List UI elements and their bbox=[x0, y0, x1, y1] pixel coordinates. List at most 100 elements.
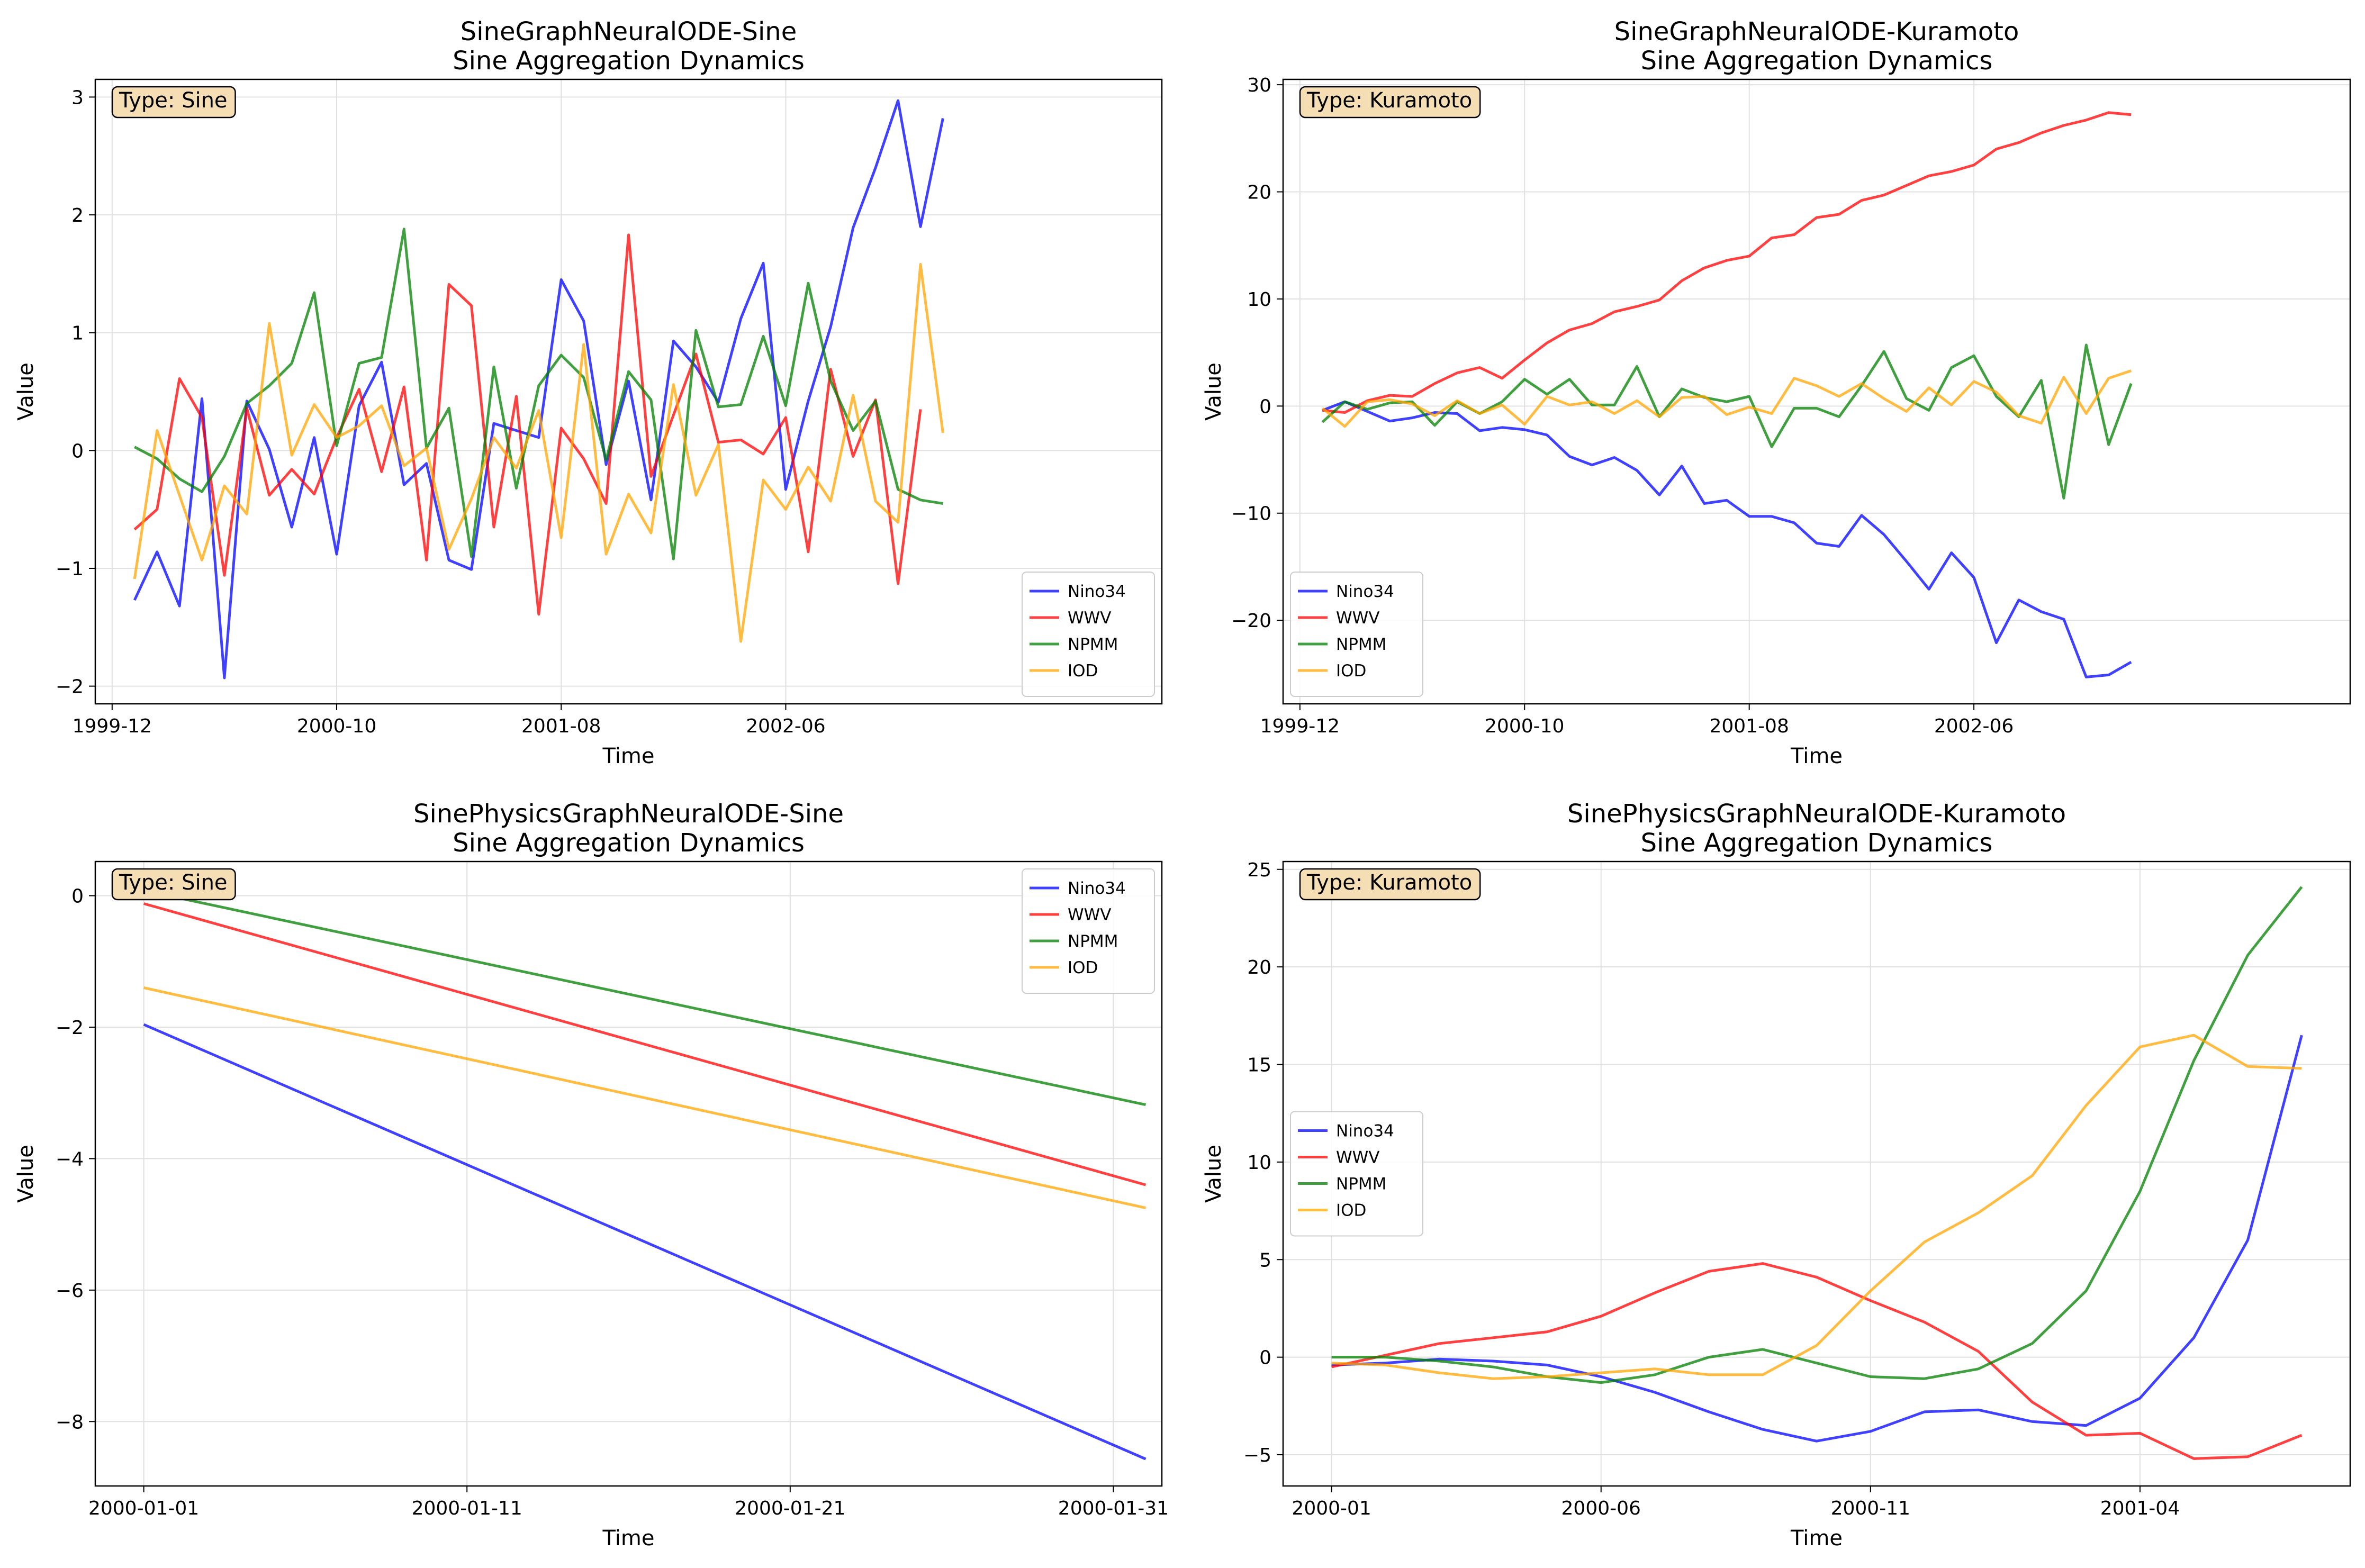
type-badge: Type: Kuramoto bbox=[1299, 868, 1481, 901]
x-axis-label: Time bbox=[602, 744, 655, 768]
y-tick-label: 30 bbox=[1247, 75, 1271, 96]
series-line-wwv bbox=[1322, 111, 2132, 414]
chart-subtitle: Sine Aggregation Dynamics bbox=[453, 46, 805, 76]
chart-title: SineGraphNeuralODE-Kuramoto bbox=[1614, 17, 2019, 47]
legend-box bbox=[1022, 572, 1155, 697]
x-tick-label: 2000-01-31 bbox=[1058, 1498, 1169, 1519]
series-line-npmm bbox=[143, 889, 1147, 1107]
type-badge-box bbox=[111, 868, 236, 901]
x-tick-label: 2000-01-21 bbox=[735, 1498, 845, 1519]
axes-frame bbox=[1282, 860, 2351, 1487]
y-tick-label: −4 bbox=[56, 1148, 84, 1170]
y-tick-label: −10 bbox=[1231, 503, 1271, 525]
legend-box bbox=[1022, 868, 1155, 994]
legend: Nino34 WWV NPMM IOD bbox=[1022, 572, 1155, 697]
chart-subtitle: Sine Aggregation Dynamics bbox=[1641, 828, 1993, 858]
legend-label: NPMM bbox=[1068, 932, 1118, 951]
x-tick-label: 2002-06 bbox=[746, 715, 825, 737]
legend-label: NPMM bbox=[1336, 635, 1386, 654]
type-badge-label: Type: Kuramoto bbox=[1306, 871, 1472, 895]
legend-label: Nino34 bbox=[1336, 582, 1394, 601]
series-line-iod bbox=[1321, 369, 2132, 428]
series-line-npmm bbox=[1321, 343, 2133, 500]
x-tick-label: 2001-04 bbox=[2100, 1498, 2180, 1519]
y-tick-label: 20 bbox=[1247, 182, 1271, 204]
axes-frame bbox=[1282, 78, 2351, 705]
grid bbox=[95, 79, 1162, 704]
series-line-iod bbox=[143, 986, 1147, 1210]
y-tick-label: 2 bbox=[71, 205, 84, 226]
series-line-wwv bbox=[143, 902, 1147, 1186]
grid bbox=[1283, 862, 2350, 1486]
y-tick-label: 0 bbox=[1259, 1347, 1271, 1369]
grid bbox=[95, 862, 1162, 1486]
legend-box bbox=[1290, 1111, 1423, 1237]
x-tick-label: 1999-12 bbox=[1260, 715, 1340, 737]
x-tick-label: 2000-01-11 bbox=[412, 1498, 522, 1519]
y-tick-label: 0 bbox=[1259, 396, 1271, 418]
series-line-nino34 bbox=[1322, 400, 2132, 678]
x-tick-label: 2002-06 bbox=[1934, 715, 2014, 737]
x-tick-label: 2000-10 bbox=[1485, 715, 1564, 737]
y-tick-label: 0 bbox=[71, 886, 84, 908]
chart-title: SinePhysicsGraphNeuralODE-Sine bbox=[413, 799, 844, 829]
legend-label: Nino34 bbox=[1068, 582, 1126, 601]
type-badge: Type: Sine bbox=[111, 868, 236, 901]
y-tick-label: −5 bbox=[1243, 1445, 1271, 1466]
x-tick-label: 2000-11 bbox=[1831, 1498, 1910, 1519]
x-tick-label: 2001-08 bbox=[521, 715, 601, 737]
legend-label: IOD bbox=[1336, 661, 1366, 681]
y-tick-label: 20 bbox=[1247, 957, 1271, 978]
legend-label: Nino34 bbox=[1068, 879, 1126, 898]
x-tick-label: 2000-01-01 bbox=[88, 1498, 199, 1519]
y-axis-label: Value bbox=[1202, 1145, 1226, 1203]
y-tick-label: −2 bbox=[56, 676, 84, 698]
legend-label: IOD bbox=[1068, 661, 1098, 681]
type-badge-box bbox=[1299, 86, 1481, 119]
y-tick-label: −8 bbox=[56, 1411, 84, 1433]
legend-label: WWV bbox=[1068, 609, 1112, 628]
x-tick-label: 2001-08 bbox=[1709, 715, 1789, 737]
y-tick-label: 25 bbox=[1247, 859, 1271, 881]
y-tick-label: 1 bbox=[71, 323, 84, 345]
x-axis-label: Time bbox=[602, 1526, 655, 1551]
legend-label: WWV bbox=[1336, 1148, 1380, 1167]
legend-label: NPMM bbox=[1068, 635, 1118, 654]
series-line-iod bbox=[1331, 1034, 2302, 1380]
legend-label: IOD bbox=[1336, 1201, 1366, 1220]
chart-subtitle: Sine Aggregation Dynamics bbox=[453, 828, 805, 858]
y-tick-label: 15 bbox=[1247, 1055, 1271, 1076]
y-tick-label: −20 bbox=[1231, 610, 1271, 632]
y-tick-label: −6 bbox=[56, 1280, 84, 1302]
x-axis-label: Time bbox=[1790, 744, 1843, 768]
y-axis-label: Value bbox=[1202, 362, 1226, 421]
y-tick-label: 10 bbox=[1247, 1152, 1271, 1174]
series-line-nino34 bbox=[133, 99, 944, 679]
grid bbox=[1283, 79, 2350, 704]
y-axis-label: Value bbox=[14, 1145, 38, 1203]
y-tick-label: 3 bbox=[71, 87, 84, 108]
legend-label: WWV bbox=[1068, 905, 1112, 925]
type-badge: Type: Sine bbox=[111, 86, 236, 119]
type-badge-box bbox=[111, 86, 236, 119]
y-tick-label: −1 bbox=[56, 558, 84, 580]
legend: Nino34 WWV NPMM IOD bbox=[1290, 1111, 1423, 1237]
x-tick-label: 2000-06 bbox=[1561, 1498, 1641, 1519]
y-axis-label: Value bbox=[14, 362, 38, 421]
legend: Nino34 WWV NPMM IOD bbox=[1290, 572, 1423, 697]
legend: Nino34 WWV NPMM IOD bbox=[1022, 868, 1155, 994]
y-tick-label: 0 bbox=[71, 440, 84, 462]
y-tick-label: 5 bbox=[1259, 1249, 1271, 1271]
type-badge-label: Type: Sine bbox=[119, 88, 228, 113]
legend-label: IOD bbox=[1068, 958, 1098, 977]
type-badge: Type: Kuramoto bbox=[1299, 86, 1481, 119]
x-axis-label: Time bbox=[1790, 1526, 1843, 1551]
series-line-nino34 bbox=[1331, 1035, 2303, 1443]
legend-box bbox=[1290, 572, 1423, 697]
x-tick-label: 2000-01 bbox=[1292, 1498, 1371, 1519]
legend-label: NPMM bbox=[1336, 1175, 1386, 1194]
